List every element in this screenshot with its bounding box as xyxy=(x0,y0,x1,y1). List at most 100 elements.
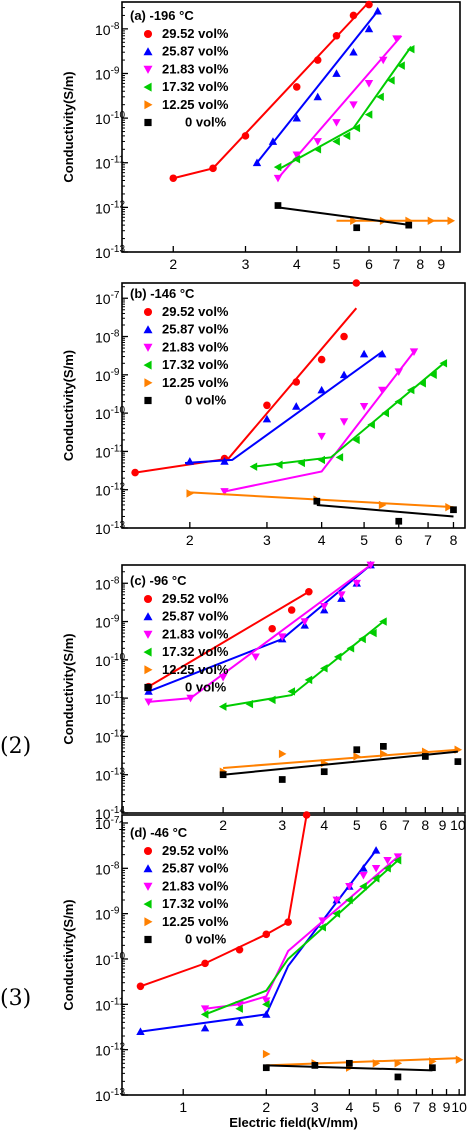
data-point xyxy=(332,896,341,905)
data-point xyxy=(345,883,354,891)
y-tick-label: 10-7 xyxy=(95,290,120,307)
legend-marker xyxy=(144,917,153,927)
data-point xyxy=(373,6,382,15)
data-point xyxy=(262,414,272,423)
y-axis-label: Conductivity(S/m) xyxy=(61,633,76,744)
legend-label: 21.83 vol% xyxy=(162,339,229,354)
data-point xyxy=(345,895,353,905)
data-point xyxy=(284,918,292,926)
legend: 29.52 vol% 25.87 vol% 21.83 vol% 17.32 vol%… xyxy=(143,591,229,695)
data-point xyxy=(275,460,283,469)
data-point xyxy=(349,48,358,56)
x-tick-label: 6 xyxy=(394,1099,402,1115)
y-tick-label: 10-9 xyxy=(95,367,120,384)
data-point xyxy=(339,370,349,379)
y-tick-label: 10-13 xyxy=(95,1087,125,1104)
data-point xyxy=(393,853,403,861)
data-point xyxy=(359,403,369,411)
series-17-32-vol- xyxy=(218,617,387,711)
data-point xyxy=(262,1064,270,1072)
data-point xyxy=(364,80,374,88)
data-point xyxy=(278,633,287,641)
legend-label: 29.52 vol% xyxy=(162,304,229,319)
series-12-25-vol- xyxy=(262,1049,464,1072)
data-point xyxy=(292,155,301,164)
fit-line xyxy=(134,307,358,474)
data-point xyxy=(320,664,328,673)
y-tick-label: 10-8 xyxy=(95,21,120,38)
plot-frame xyxy=(121,282,466,529)
x-tick-label: 3 xyxy=(242,256,250,272)
fit-line xyxy=(222,620,384,708)
data-point xyxy=(200,1005,210,1013)
data-point xyxy=(378,349,387,358)
data-point xyxy=(379,56,388,65)
data-point xyxy=(267,695,276,705)
data-point xyxy=(409,348,419,356)
data-point xyxy=(454,758,462,765)
data-point xyxy=(380,749,388,759)
data-point xyxy=(393,856,402,865)
data-point xyxy=(273,174,283,183)
data-point xyxy=(292,151,301,160)
data-point xyxy=(352,279,361,287)
x-tick-label: 8 xyxy=(429,1099,437,1115)
data-point xyxy=(144,698,153,707)
legend-marker xyxy=(144,100,153,110)
x-tick-label: 2 xyxy=(186,532,194,548)
data-point xyxy=(353,224,361,232)
y-tick-label: 10-9 xyxy=(95,906,120,923)
y-tick-label: 10-12 xyxy=(95,1042,125,1059)
legend-marker xyxy=(143,882,153,891)
legend-label: 17.32 vol% xyxy=(162,79,229,94)
fit-line xyxy=(148,590,310,688)
data-point xyxy=(359,882,367,891)
data-point xyxy=(318,917,327,925)
data-point xyxy=(235,945,244,954)
y-tick-label: 10-8 xyxy=(95,329,120,346)
data-point xyxy=(364,24,374,33)
fit-line xyxy=(316,503,454,518)
data-point xyxy=(364,110,373,119)
data-point xyxy=(220,457,229,465)
legend-label: 17.32 vol% xyxy=(162,896,229,911)
data-point xyxy=(241,132,250,140)
side-label-2: (2) xyxy=(0,734,31,759)
x-tick-label: 6 xyxy=(365,256,373,272)
legend-label: 12.25 vol% xyxy=(162,662,229,677)
fit-line xyxy=(253,362,445,468)
data-point xyxy=(313,145,322,154)
x-tick-label: 9 xyxy=(439,817,447,833)
data-point xyxy=(372,1059,381,1068)
legend-marker xyxy=(144,935,152,944)
data-point xyxy=(332,909,341,918)
data-point xyxy=(359,864,368,872)
legend-label: 25.87 vol% xyxy=(162,44,229,59)
y-tick-label: 10-12 xyxy=(95,728,125,745)
fit-line xyxy=(204,859,399,1016)
plot-frame xyxy=(121,814,466,1096)
y-tick-label: 10-11 xyxy=(95,996,125,1013)
data-point xyxy=(200,1010,209,1019)
series-0-vol- xyxy=(262,1059,436,1081)
data-point xyxy=(287,687,296,696)
legend-marker xyxy=(143,65,153,74)
data-point xyxy=(421,753,429,760)
data-point xyxy=(274,202,282,209)
series-29-52-vol- xyxy=(131,279,361,477)
data-point xyxy=(262,930,271,939)
data-point xyxy=(263,401,271,410)
data-point xyxy=(352,435,360,445)
y-tick-label: 10-7 xyxy=(95,815,120,832)
data-point xyxy=(292,113,301,122)
data-point xyxy=(350,216,358,226)
y-tick-label: 10-11 xyxy=(95,690,125,707)
x-tick-label: 3 xyxy=(311,1099,319,1115)
data-point xyxy=(381,408,389,418)
x-tick-label: 3 xyxy=(278,817,286,833)
data-point xyxy=(383,856,392,865)
data-point xyxy=(378,500,387,510)
data-point xyxy=(397,61,405,70)
x-tick-label: 6 xyxy=(395,532,403,548)
legend-marker xyxy=(143,846,153,856)
